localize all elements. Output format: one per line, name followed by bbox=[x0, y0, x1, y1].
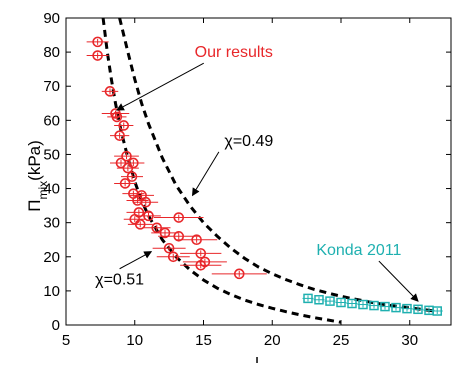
data-point bbox=[413, 304, 423, 315]
chi-051-label-arrow bbox=[119, 251, 153, 270]
data-point bbox=[402, 303, 412, 314]
data-point bbox=[151, 222, 163, 234]
plot-area bbox=[86, 17, 443, 324]
data-point bbox=[118, 120, 130, 131]
curve-chi-049 bbox=[118, 17, 438, 313]
y-tick-label: 70 bbox=[43, 78, 60, 95]
data-point bbox=[325, 296, 335, 306]
data-point bbox=[111, 111, 123, 123]
konda-label: Konda 2011 bbox=[316, 242, 401, 259]
y-axis-label-unit: (kPa) bbox=[25, 140, 44, 181]
data-point bbox=[121, 150, 132, 162]
x-tick-label: 5 bbox=[62, 332, 70, 349]
data-point bbox=[173, 231, 185, 242]
data-point bbox=[104, 86, 116, 97]
data-point bbox=[432, 306, 442, 316]
y-axis-label-main: Π bbox=[25, 200, 44, 212]
konda-label-arrow bbox=[378, 260, 419, 302]
data-point bbox=[336, 297, 346, 308]
axis-labels: Πmix(kPa) l bbox=[25, 140, 259, 368]
data-point bbox=[167, 251, 179, 263]
data-point bbox=[134, 219, 146, 230]
y-tick-label: 40 bbox=[43, 181, 60, 198]
y-axis-label-sub: mix bbox=[36, 181, 50, 200]
data-point bbox=[126, 171, 138, 182]
data-point bbox=[314, 295, 324, 305]
x-tick-label: 30 bbox=[401, 332, 418, 349]
data-point bbox=[233, 268, 245, 280]
series-our-results bbox=[86, 36, 267, 280]
data-point bbox=[92, 50, 103, 61]
y-tick-label: 50 bbox=[43, 146, 60, 163]
data-point bbox=[114, 130, 125, 141]
x-tick-label: 15 bbox=[195, 332, 212, 349]
y-tick-label: 20 bbox=[43, 249, 60, 266]
y-tick-label: 80 bbox=[43, 44, 60, 61]
our-results-label-arrow bbox=[115, 62, 204, 111]
x-tick-label: 20 bbox=[264, 332, 281, 349]
x-tick-label: 25 bbox=[333, 332, 350, 349]
y-tick-label: 60 bbox=[43, 112, 60, 129]
y-tick-label: 10 bbox=[43, 283, 60, 300]
data-point bbox=[369, 300, 379, 311]
x-tick-label: 10 bbox=[126, 332, 143, 349]
plot-frame bbox=[65, 17, 452, 326]
chi-049-label-arrow bbox=[191, 151, 220, 197]
data-point bbox=[347, 298, 357, 309]
y-tick-label: 30 bbox=[43, 215, 60, 232]
data-point bbox=[195, 260, 207, 271]
data-point bbox=[143, 210, 154, 222]
data-point bbox=[159, 227, 171, 239]
series-konda-2011 bbox=[302, 293, 443, 316]
data-point bbox=[92, 36, 103, 48]
our-results-label: Our results bbox=[195, 44, 273, 61]
x-axis-label: l bbox=[255, 354, 259, 363]
data-point bbox=[119, 178, 131, 189]
y-axis-label: Πmix(kPa) bbox=[25, 140, 50, 212]
data-point bbox=[303, 293, 313, 304]
data-point bbox=[140, 196, 152, 208]
data-point bbox=[163, 242, 175, 254]
data-point bbox=[191, 234, 202, 246]
chi-049-label: χ=0.49 bbox=[224, 133, 273, 150]
annotations: Our results χ=0.49 χ=0.51 Konda 2011 bbox=[95, 44, 419, 302]
axes: 5 10 15 20 25 30 0 10 20 30 40 50 60 70 80 90 bbox=[43, 10, 452, 349]
y-tick-label: 0 bbox=[52, 317, 60, 334]
data-point bbox=[122, 162, 134, 174]
data-point bbox=[195, 248, 207, 259]
data-point bbox=[358, 299, 368, 310]
data-point bbox=[391, 302, 401, 313]
data-point bbox=[380, 301, 390, 312]
chi-051-label: χ=0.51 bbox=[95, 272, 144, 289]
y-tick-label: 90 bbox=[43, 10, 60, 27]
data-point bbox=[173, 212, 185, 223]
